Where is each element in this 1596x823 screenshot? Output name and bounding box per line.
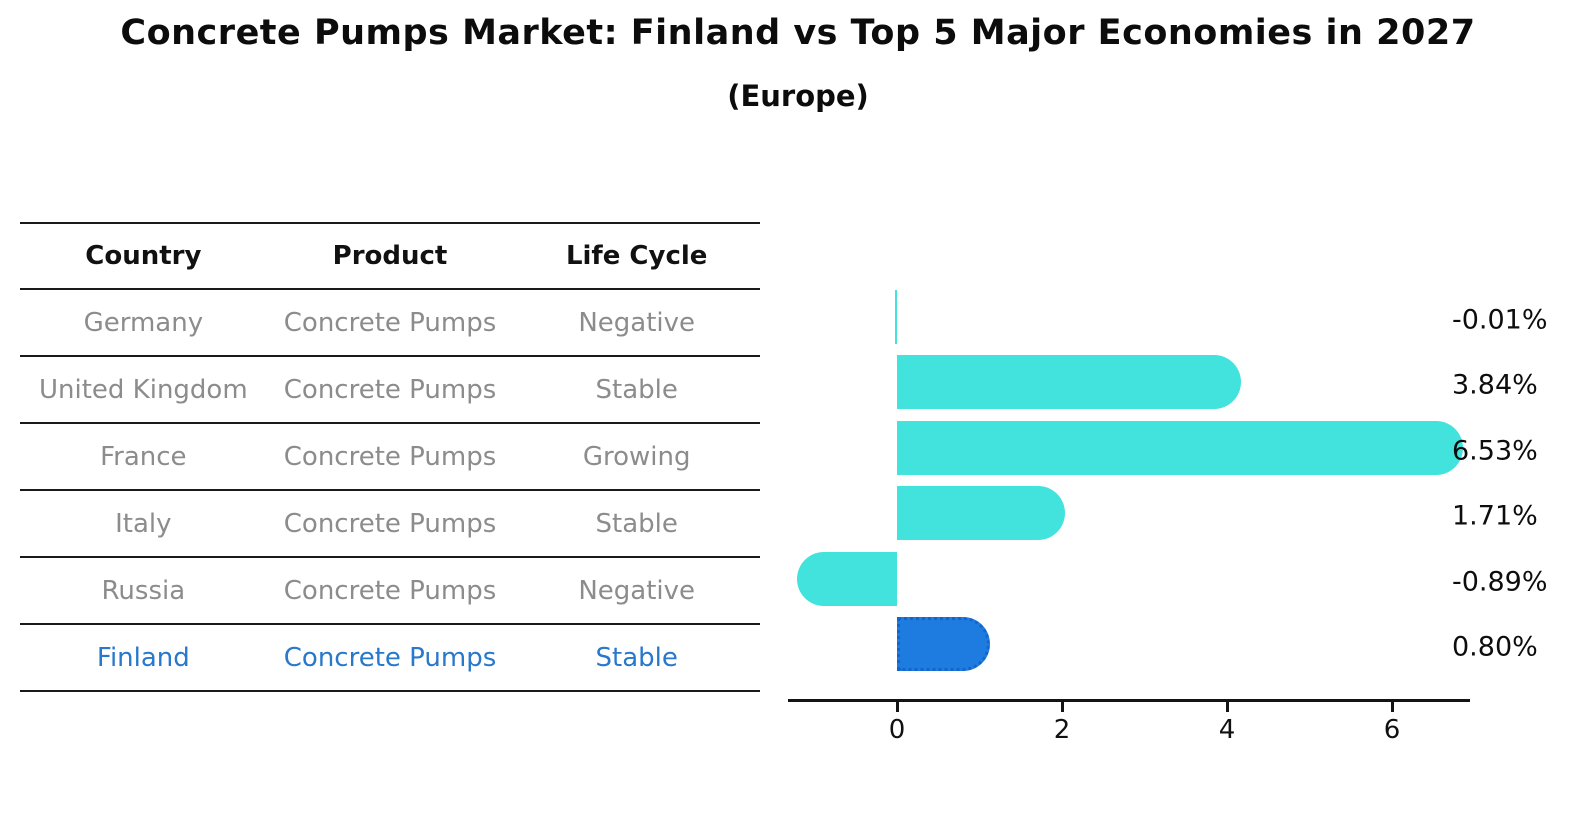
cell-country: Russia (101, 575, 186, 606)
cell-life-cycle: Stable (595, 508, 678, 539)
cell-country: Finland (96, 642, 190, 673)
x-axis-line (788, 699, 1470, 702)
x-axis-tickmark (896, 702, 899, 712)
cell-life-cycle: Negative (578, 575, 696, 606)
x-axis-tickmark (1061, 702, 1064, 712)
cell-product: Concrete Pumps (283, 508, 497, 539)
country-table: Country Product Life Cycle Germany Concrete … (20, 222, 760, 692)
value-label-germany: -0.01% (1452, 304, 1548, 336)
cell-life-cycle: Growing (582, 441, 691, 472)
cell-product: Concrete Pumps (283, 575, 497, 606)
table-header-row: Country Product Life Cycle (20, 224, 760, 290)
value-label-italy: 1.71% (1452, 500, 1538, 532)
cell-product: Concrete Pumps (283, 441, 497, 472)
cell-product: Concrete Pumps (283, 307, 497, 338)
table-row-russia: Russia Concrete Pumps Negative (20, 558, 760, 625)
bar-germany (894, 290, 897, 344)
cell-country: France (100, 441, 187, 472)
x-axis-tick-label: 0 (888, 715, 906, 745)
cell-country: Germany (83, 307, 204, 338)
x-axis-tickmark (1391, 702, 1394, 712)
cell-country: Italy (115, 508, 172, 539)
bar-france (897, 420, 1463, 475)
value-label-united-kingdom: 3.84% (1452, 369, 1538, 401)
column-header-life-cycle: Life Cycle (565, 241, 708, 271)
value-label-russia: -0.89% (1452, 566, 1548, 598)
x-axis-tick-label: 2 (1053, 715, 1071, 745)
table-row-united-kingdom: United Kingdom Concrete Pumps Stable (20, 357, 760, 424)
table-row-germany: Germany Concrete Pumps Negative (20, 290, 760, 357)
table-row-italy: Italy Concrete Pumps Stable (20, 491, 760, 558)
cell-product: Concrete Pumps (283, 642, 497, 673)
x-axis-tickmark (1226, 702, 1229, 712)
cell-product: Concrete Pumps (283, 374, 497, 405)
cell-life-cycle: Stable (595, 642, 678, 673)
bar-united-kingdom (897, 355, 1241, 410)
chart-title: Concrete Pumps Market: Finland vs Top 5 … (120, 13, 1476, 53)
cell-life-cycle: Stable (595, 374, 678, 405)
column-header-country: Country (85, 241, 202, 271)
chart-subtitle: (Europe) (727, 79, 869, 113)
table-row-finland: Finland Concrete Pumps Stable (20, 625, 760, 692)
value-label-france: 6.53% (1452, 435, 1538, 467)
bar-finland (897, 617, 990, 671)
x-axis-tick-label: 6 (1383, 715, 1401, 745)
cell-life-cycle: Negative (578, 307, 696, 338)
bar-russia (796, 551, 897, 606)
column-header-product: Product (332, 241, 448, 271)
table-row-france: France Concrete Pumps Growing (20, 424, 760, 491)
x-axis-tick-label: 4 (1218, 715, 1236, 745)
bar-italy (897, 486, 1066, 541)
value-label-finland: 0.80% (1452, 631, 1538, 663)
cell-country: United Kingdom (38, 374, 248, 405)
